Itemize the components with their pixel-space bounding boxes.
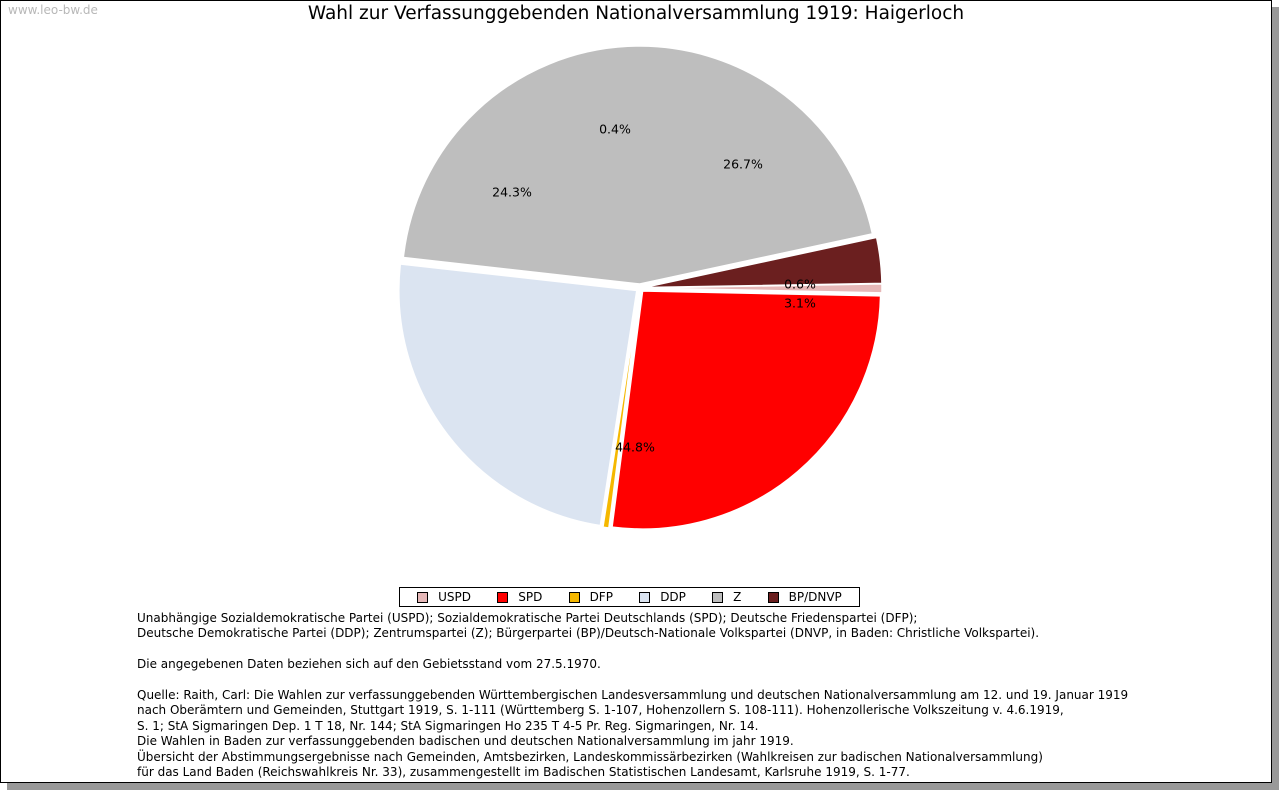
note-line: Deutsche Demokratische Partei (DDP); Zen… <box>137 626 1040 641</box>
legend-item-uspd: USPD <box>417 590 471 604</box>
data-label-dfp: 0.4% <box>599 122 631 137</box>
legend-label: SPD <box>518 590 543 604</box>
pie-slice-bp-dnvp <box>643 236 883 289</box>
legend-label: Z <box>733 590 742 604</box>
legend-swatch <box>712 591 724 603</box>
notes-block: Unabhängige Sozialdemokratische Partei (… <box>137 611 1128 780</box>
legend-swatch <box>568 591 580 603</box>
chart-title: Wahl zur Verfassunggebenden Nationalvers… <box>307 3 965 24</box>
pie-slice-dfp <box>602 291 641 529</box>
note-line <box>137 673 1128 688</box>
legend-label: USPD <box>438 590 471 604</box>
note-line: S. 1; StA Sigmaringen Dep. 1 T 18, Nr. 1… <box>137 718 759 733</box>
note-line <box>137 642 1128 657</box>
note-line: Die angegebenen Daten beziehen sich auf … <box>137 657 601 672</box>
legend-item-spd: SPD <box>497 590 542 604</box>
note-line: Übersicht der Abstimmungsergebnisse nach… <box>137 749 1043 764</box>
data-label-uspd: 0.6% <box>784 277 816 292</box>
data-label-spd: 26.7% <box>723 157 763 172</box>
legend-item-ddp: DDP <box>639 590 686 604</box>
legend-item-z: Z <box>712 590 741 604</box>
note-line: nach Oberämtern und Gemeinden, Stuttgart… <box>137 703 1064 718</box>
note-line: Die Wahlen in Baden zur verfassunggebend… <box>137 734 794 749</box>
pie-slice-ddp <box>398 263 638 527</box>
legend-item-bp-dnvp: BP/DNVP <box>767 590 842 604</box>
pie-chart: 0.6% 26.7% 0.4% 24.3% 44.8% 3.1% <box>398 45 883 530</box>
legend-swatch <box>417 591 429 603</box>
note-line: für das Land Baden (Reichswahlkreis Nr. … <box>137 765 910 780</box>
legend-swatch <box>639 591 651 603</box>
pie-slice-z <box>402 45 874 285</box>
data-label-ddp: 24.3% <box>492 185 532 200</box>
watermark: www.leo-bw.de <box>8 3 98 17</box>
pie-slice-spd <box>611 290 882 530</box>
note-line: Unabhängige Sozialdemokratische Partei (… <box>137 611 918 625</box>
data-label-z: 44.8% <box>615 440 655 455</box>
data-label-bp-dnvp: 3.1% <box>784 296 816 311</box>
legend-swatch <box>497 591 509 603</box>
legend-label: DDP <box>660 590 686 604</box>
legend-item-dfp: DFP <box>568 590 613 604</box>
legend-label: DFP <box>589 590 613 604</box>
legend-label: BP/DNVP <box>788 590 842 604</box>
note-line: Quelle: Raith, Carl: Die Wahlen zur verf… <box>137 688 1129 702</box>
chart-legend: USPD SPD DFP DDP Z BP/DNVP <box>399 587 860 607</box>
legend-swatch <box>767 591 779 603</box>
